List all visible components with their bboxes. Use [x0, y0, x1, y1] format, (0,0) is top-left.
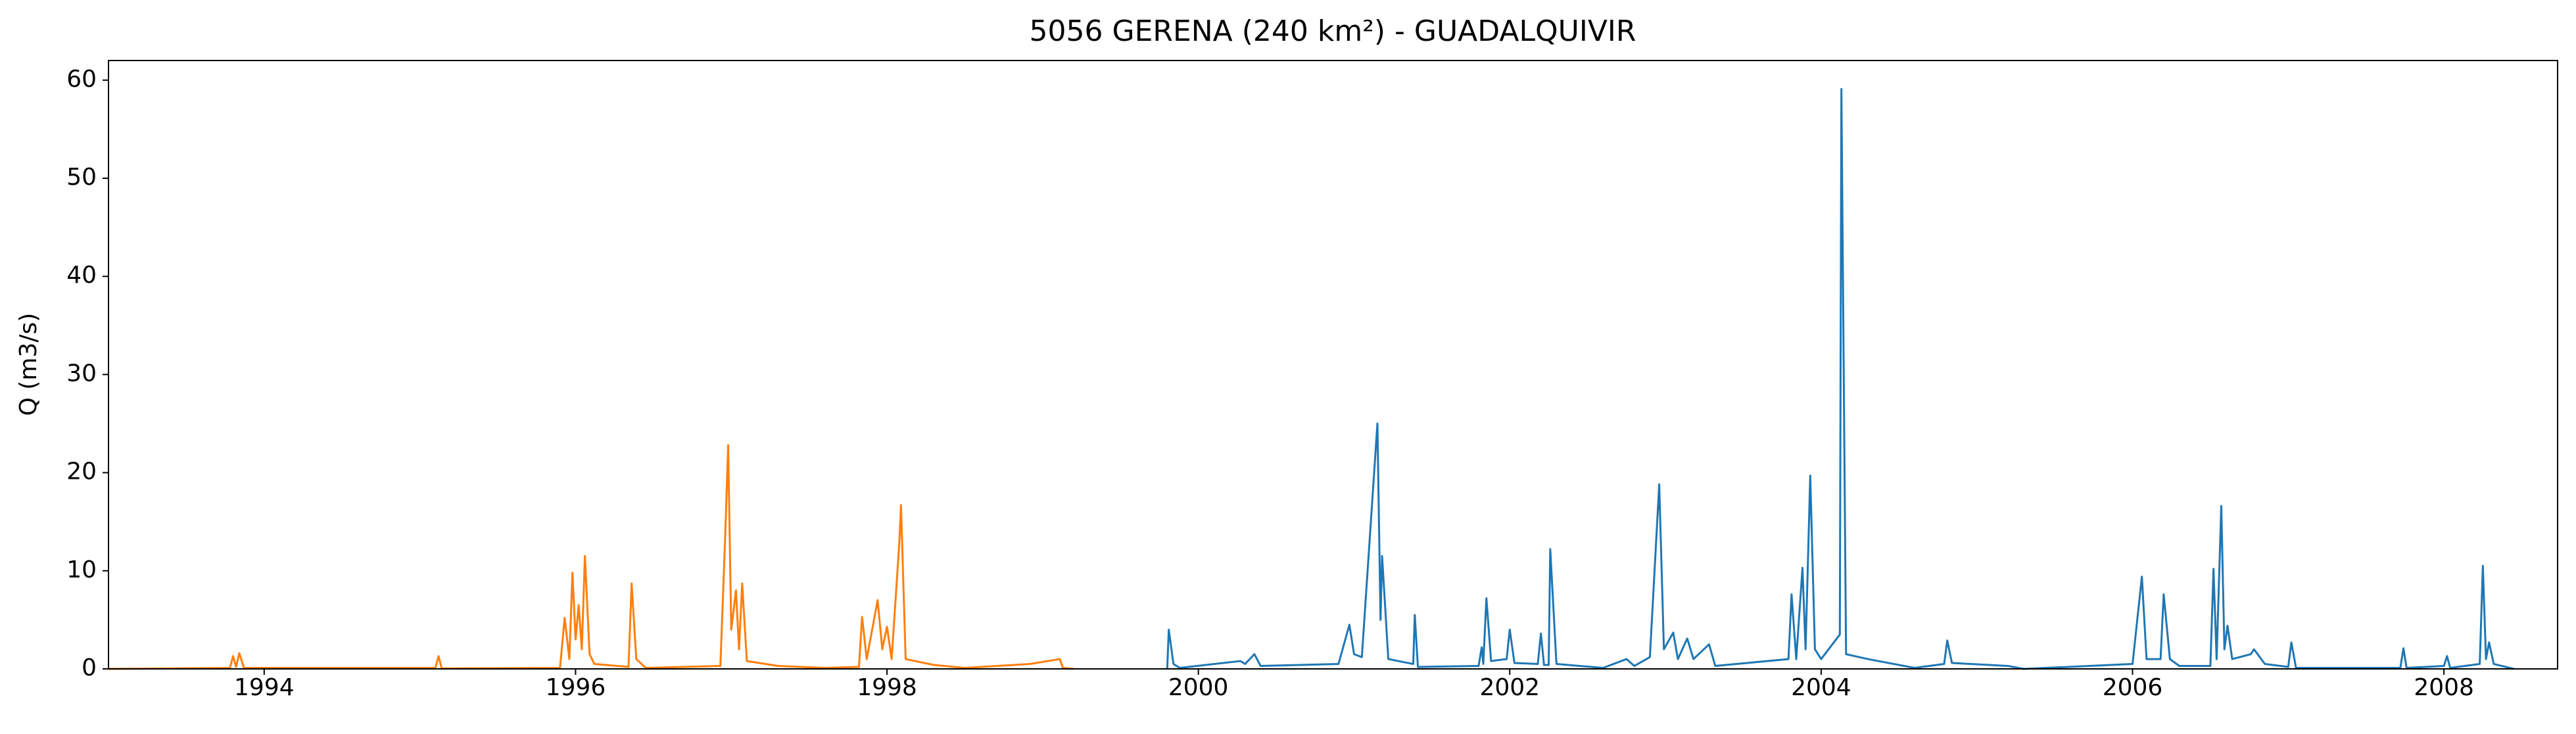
y-tick-label: 20: [66, 458, 97, 485]
x-tick-label: 2006: [2103, 674, 2163, 701]
x-tick-label: 2008: [2414, 674, 2474, 701]
y-tick-label: 10: [66, 556, 97, 583]
y-tick-label: 0: [82, 654, 97, 681]
y-axis-label: Q (m3/s): [15, 313, 42, 416]
x-tick-label: 2002: [1479, 674, 1540, 701]
x-tick-label: 2000: [1168, 674, 1229, 701]
x-tick-label: 1998: [857, 674, 917, 701]
plot-frame: [108, 60, 2558, 670]
x-tick-label: 1994: [234, 674, 295, 701]
y-tick-label: 40: [66, 262, 97, 289]
y-tick-label: 50: [66, 164, 97, 191]
series-line: [108, 444, 1074, 670]
chart-title: 5056 GERENA (240 km²) - GUADALQUIVIR: [1030, 14, 1636, 48]
y-tick-label: 60: [66, 66, 97, 93]
x-tick-label: 2004: [1791, 674, 1851, 701]
x-tick-label: 1996: [546, 674, 606, 701]
y-tick-label: 30: [66, 360, 97, 387]
series-line: [1166, 87, 2515, 670]
